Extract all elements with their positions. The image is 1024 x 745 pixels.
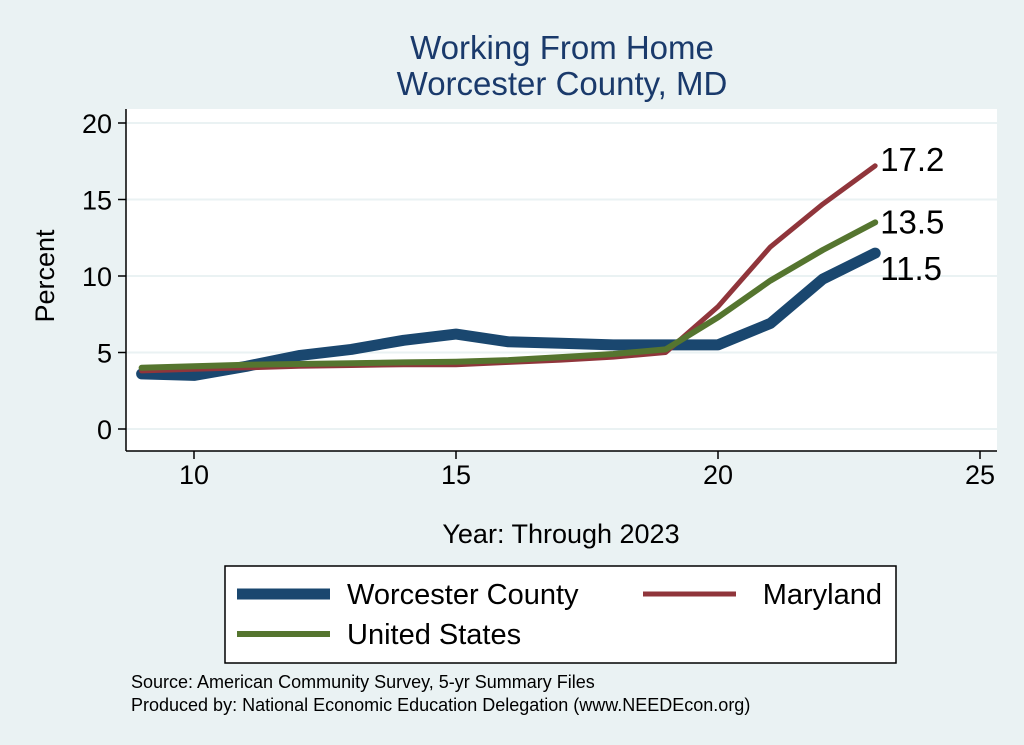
y-tick-label-0: 0 (97, 415, 112, 445)
x-tick-label-10: 10 (179, 460, 209, 490)
end-label-1: 17.2 (880, 141, 944, 178)
legend-box (224, 565, 897, 664)
producer-note: Produced by: National Economic Education… (131, 695, 750, 715)
legend: Worcester County Maryland United States (224, 565, 897, 664)
series-line-2 (138, 219, 879, 371)
legend-label-2: United States (347, 619, 521, 651)
x-axis: 10 15 20 25 (126, 450, 997, 490)
x-tick-label-25: 25 (965, 460, 995, 490)
grid-lines (126, 122, 997, 430)
chart-subtitle: Worcester County, MD (397, 65, 728, 102)
y-tick-label-10: 10 (82, 262, 112, 292)
x-tick-label-15: 15 (441, 460, 471, 490)
legend-items: Worcester County Maryland United States (237, 579, 882, 651)
end-labels: 11.5 17.2 13.5 (880, 141, 944, 287)
y-tick-label-20: 20 (82, 109, 112, 139)
legend-label-1: Maryland (763, 579, 882, 611)
y-tick-label-15: 15 (82, 186, 112, 216)
y-axis: 0 5 10 15 20 (82, 109, 127, 451)
end-label-2: 13.5 (880, 203, 944, 240)
series-group (136, 163, 881, 381)
end-label-0: 11.5 (880, 250, 942, 287)
x-tick-label-20: 20 (703, 460, 733, 490)
legend-label-0: Worcester County (347, 579, 579, 611)
chart-title: Working From Home (410, 29, 714, 66)
source-note: Source: American Community Survey, 5-yr … (131, 672, 595, 692)
y-axis-label: Percent (30, 229, 60, 323)
plot-area (126, 109, 997, 451)
x-axis-label: Year: Through 2023 (442, 519, 679, 549)
y-tick-label-5: 5 (97, 339, 112, 369)
